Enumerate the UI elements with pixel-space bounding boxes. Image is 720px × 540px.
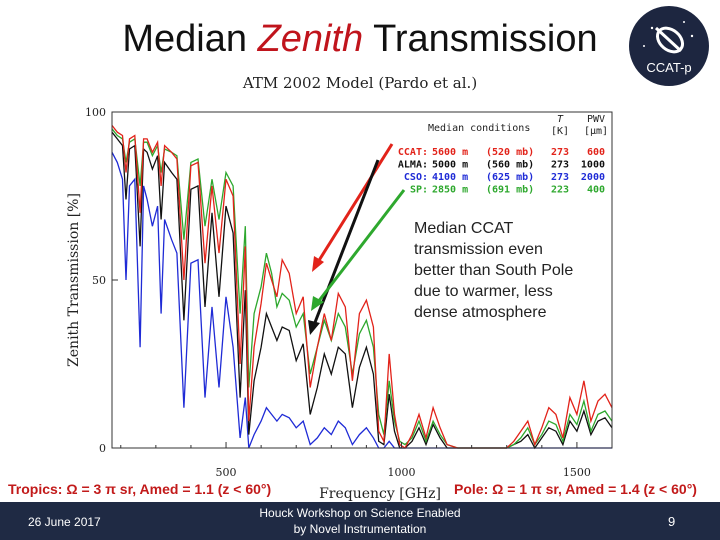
pole-note: Pole: Ω = 1 π sr, Amed = 1.4 (z < 60°)	[454, 481, 697, 497]
legend-temp: 223	[551, 185, 569, 196]
tropics-note: Tropics: Ω = 3 π sr, Amed = 1.1 (z < 60°…	[8, 481, 272, 497]
legend-temp: 273	[551, 160, 569, 171]
legend-pwv: 400	[587, 185, 605, 196]
x-tick-label: 500	[216, 466, 237, 479]
legend-unit-t: [K]	[551, 126, 569, 137]
series-line-alma	[111, 131, 613, 450]
sp-arrowhead	[311, 296, 324, 311]
legend-site: CCAT:	[398, 147, 428, 158]
legend-site: ALMA:	[398, 160, 428, 171]
ccat-logo: CCAT-p	[629, 6, 709, 86]
footer-bar: 26 June 2017 Houck Workshop on Science E…	[0, 502, 720, 540]
sp-arrow	[316, 189, 406, 303]
legend-temp: 273	[551, 147, 569, 158]
legend-altitude: 4100 m	[432, 172, 468, 183]
legend-pwv: 2000	[581, 172, 605, 183]
alma-arrow	[312, 159, 380, 326]
legend-pwv: 1000	[581, 160, 605, 171]
title-emphasis: Zenith	[257, 18, 364, 60]
legend-col-t: T	[557, 114, 564, 125]
legend-pwv: 600	[587, 147, 605, 158]
y-tick-label: 50	[92, 274, 106, 287]
legend-header: Median conditions	[428, 123, 530, 134]
slide-title: Median Zenith Transmission	[122, 18, 598, 60]
legend-pressure: (560 mb)	[486, 160, 534, 171]
x-tick-label: 1000	[387, 466, 415, 479]
series-line-ccat	[111, 125, 613, 449]
y-tick-label: 100	[85, 106, 106, 119]
x-axis-label: Frequency [GHz]	[319, 486, 441, 502]
alma-arrowhead	[308, 320, 320, 335]
legend-pressure: (625 mb)	[486, 172, 534, 183]
footer-workshop: Houck Workshop on Science Enabled by Nov…	[259, 506, 461, 536]
legend-pressure: (520 mb)	[486, 147, 534, 158]
legend-site: SP:	[410, 185, 428, 196]
legend-altitude: 2850 m	[432, 185, 468, 196]
series-line-sp	[111, 128, 613, 449]
logo-text: CCAT-p	[646, 60, 691, 75]
legend-altitude: 5000 m	[432, 160, 468, 171]
legend-altitude: 5600 m	[432, 147, 468, 158]
legend-col-pwv: PWV	[587, 114, 605, 125]
x-tick-label: 1500	[563, 466, 591, 479]
chart-title: ATM 2002 Model (Pardo et al.)	[242, 74, 478, 92]
y-tick-label: 0	[99, 442, 106, 455]
legend-site: CSO:	[404, 172, 428, 183]
page-number: 9	[668, 514, 676, 529]
annotation-text: Median CCAT transmission even better tha…	[414, 220, 574, 321]
ccat-arrow	[316, 143, 394, 263]
legend-temp: 273	[551, 172, 569, 183]
y-axis-label: Zenith Transmission [%]	[66, 193, 82, 367]
legend-pressure: (691 mb)	[486, 185, 534, 196]
legend-unit-pwv: [μm]	[584, 126, 608, 137]
ccat-arrowhead	[312, 256, 324, 272]
footer-date: 26 June 2017	[28, 515, 101, 529]
